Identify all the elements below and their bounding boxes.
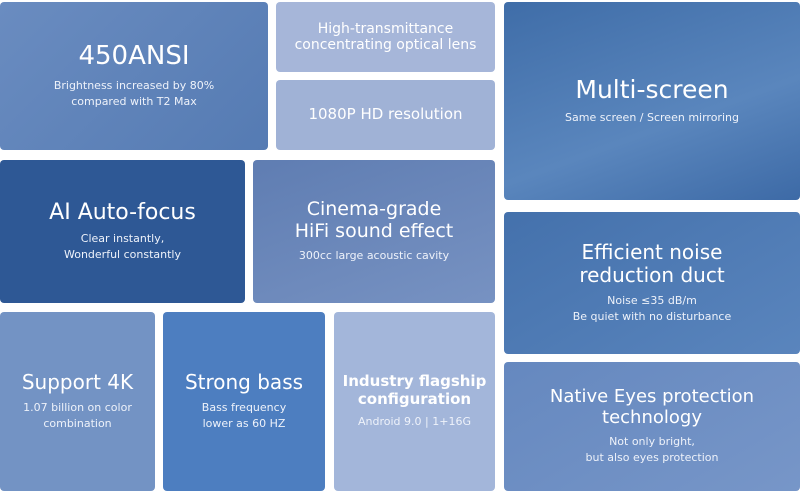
tile-text: 300cc large acoustic cavity (298, 249, 450, 263)
tile-text: 1.07 billion on color (23, 401, 132, 415)
tile-title: AI Auto-focus (49, 199, 196, 225)
feature-tile: 450ANSI Brightness increased by 80% compar… (0, 2, 268, 150)
tile-text: lower as 60 HZ (202, 417, 286, 430)
tile-text: Not only bright, (609, 435, 695, 449)
tile-title: HiFi sound effect (294, 219, 454, 242)
tile-text: Be quiet with no disturbance (572, 310, 732, 323)
tile-title: reduction duct (579, 263, 725, 288)
tile-text: Android 9.0 | 1+16G (358, 414, 471, 428)
feature-tile: 1080P HD resolution (276, 80, 495, 150)
tile-text: compared with T2 Max (71, 94, 197, 108)
tile-text: combination (43, 417, 112, 430)
tile-title: Cinema-grade (306, 197, 442, 220)
tile-title: Multi-screen (575, 74, 729, 104)
feature-tile: Native Eyes protection technology Not only… (504, 362, 800, 491)
feature-tile: Multi-screen Same screen / Screen mirrori… (504, 2, 800, 200)
feature-tile: Support 4K 1.07 billion on color combinati… (0, 312, 155, 491)
feature-tile: Industry flagship configuration Android 9.… (334, 312, 495, 491)
tile-title: concentrating optical lens (294, 37, 477, 53)
tile-title: Industry flagship (342, 372, 487, 391)
feature-tile: Strong bass Bass frequency lower as 60 HZ (163, 312, 325, 491)
feature-tile: Efficient noise reduction duct Noise ≤35 d… (504, 212, 800, 354)
tile-text: Noise ≤35 dB/m (607, 294, 697, 308)
tile-text: Wonderful constantly (64, 248, 181, 262)
tile-title: Efficient noise (581, 240, 723, 265)
tile-title: High-transmittance (317, 20, 454, 37)
tile-title: Strong bass (184, 370, 304, 395)
tile-title: Support 4K (21, 370, 134, 395)
feature-tile: Cinema-grade HiFi sound effect 300cc large… (253, 160, 495, 303)
tile-text: Clear instantly, (80, 232, 165, 246)
tile-text: Same screen / Screen mirroring (565, 111, 739, 125)
tile-title: configuration (357, 389, 472, 408)
tile-title: technology (602, 406, 702, 428)
feature-tile: High-transmittance concentrating optical … (276, 2, 495, 72)
tile-title: 450ANSI (78, 41, 190, 72)
tile-title: 1080P HD resolution (308, 105, 463, 124)
feature-tile: AI Auto-focus Clear instantly, Wonderful c… (0, 160, 245, 303)
tile-text: Bass frequency (201, 401, 287, 415)
tile-text: but also eyes protection (585, 451, 719, 465)
tile-text: Brightness increased by 80% (53, 79, 215, 92)
tile-title: Native Eyes protection (549, 385, 755, 407)
